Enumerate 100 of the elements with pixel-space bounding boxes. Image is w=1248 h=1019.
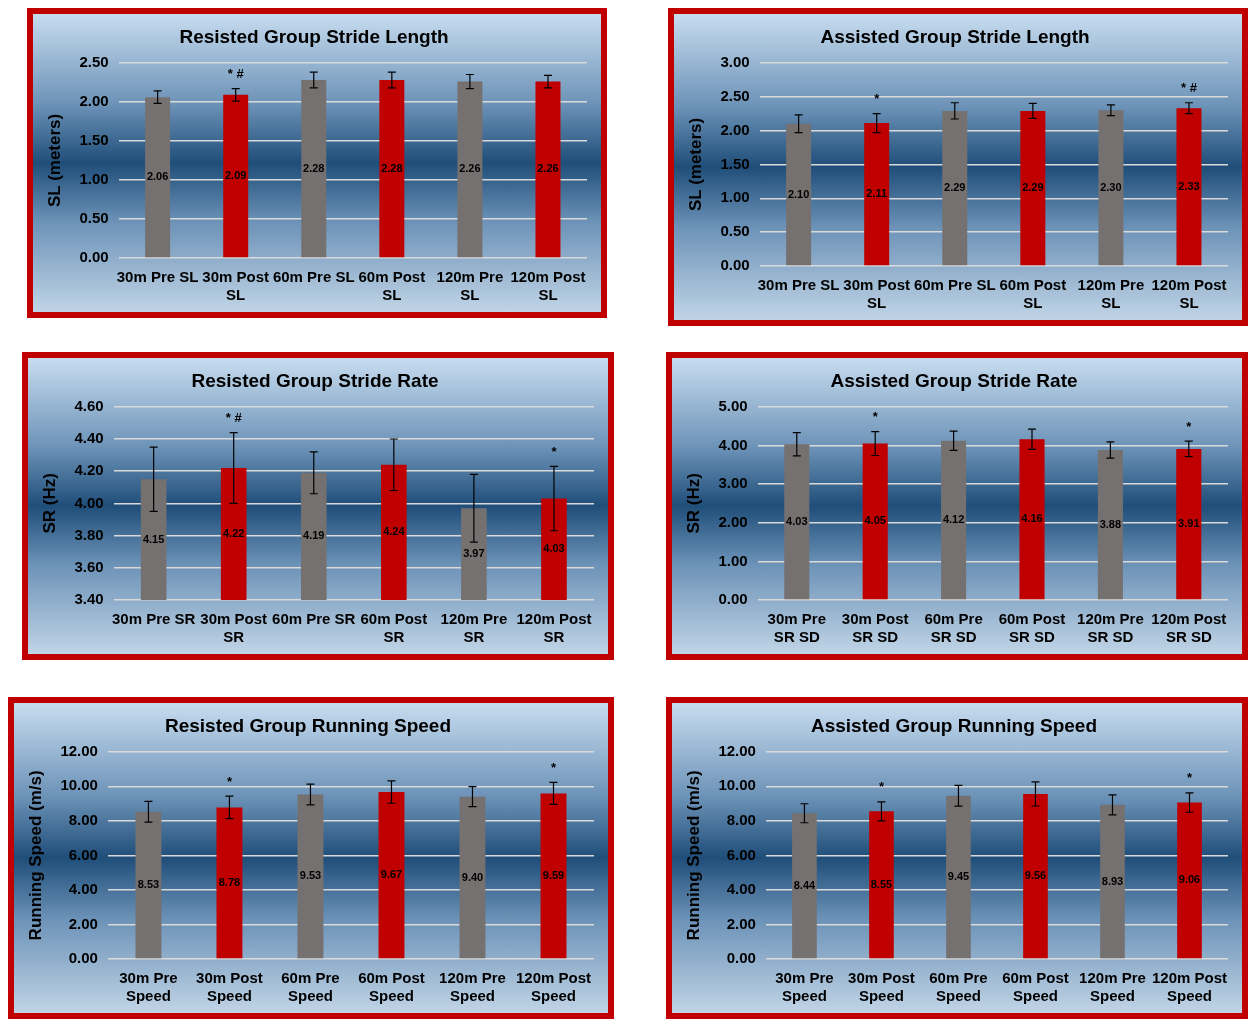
y-tick-label: 12.00: [60, 741, 98, 759]
data-label: 8.55: [870, 877, 893, 890]
x-tick-label: 120m Pre SL: [1077, 276, 1145, 312]
y-tick-label: 2.00: [726, 914, 756, 932]
chart-title: Resisted Group Stride Length: [179, 25, 449, 47]
annotation: *: [1186, 770, 1193, 786]
data-label: 9.40: [461, 870, 484, 883]
x-tick-label: 60m Pre SR SD: [924, 610, 983, 646]
y-tick-label: 2.50: [79, 52, 109, 70]
y-tick-label: 0.00: [68, 949, 98, 967]
data-label: 3.91: [1178, 517, 1200, 530]
data-label: 4.03: [786, 514, 808, 527]
y-tick-label: 4.00: [718, 435, 748, 453]
x-tick-label: 30m Pre Speed: [119, 969, 178, 1005]
x-tick-label: 120m Pre Speed: [439, 969, 506, 1005]
data-label: 8.44: [793, 878, 817, 891]
bar: [378, 792, 405, 959]
y-tick-label: 4.40: [74, 429, 104, 447]
bar: [459, 796, 486, 959]
x-tick-label: 60m Post Speed: [358, 969, 425, 1005]
y-tick-label: 1.00: [718, 551, 748, 569]
y-tick-label: 1.00: [79, 170, 109, 188]
y-tick-label: 3.80: [74, 525, 104, 543]
y-axis-title: SR (Hz): [39, 473, 59, 534]
x-tick-label: 120m Post SR: [516, 610, 592, 646]
y-tick-label: 3.40: [74, 590, 104, 608]
data-label: 2.28: [381, 161, 403, 174]
bar: [1020, 110, 1046, 266]
x-tick-label: 30m Post Speed: [848, 969, 915, 1005]
data-label: 2.28: [303, 161, 325, 174]
y-tick-label: 12.00: [718, 741, 756, 759]
y-tick-label: 3.60: [74, 557, 104, 575]
y-tick-label: 8.00: [68, 811, 98, 829]
data-label: 4.15: [142, 532, 165, 545]
y-tick-label: 3.00: [720, 52, 750, 70]
y-tick-label: 5.00: [718, 396, 748, 414]
annotation: *: [551, 443, 558, 459]
bar: [786, 123, 812, 266]
annotation: *: [550, 759, 557, 775]
x-tick-label: 120m Post SL: [1151, 276, 1227, 312]
x-tick-label: 120m Pre SR: [440, 610, 508, 646]
y-tick-label: 3.00: [718, 474, 748, 492]
annotation: * #: [227, 66, 245, 82]
data-label: 2.30: [1100, 180, 1122, 193]
x-tick-label: 60m Post SL: [358, 268, 426, 304]
y-tick-label: 0.50: [720, 222, 750, 240]
x-tick-label: 60m Pre SL: [272, 268, 355, 286]
data-label: 9.59: [542, 868, 565, 881]
x-tick-label: 120m Pre Speed: [1079, 969, 1146, 1005]
x-tick-label: 120m Post Speed: [1151, 969, 1228, 1005]
data-label: 3.97: [463, 547, 485, 560]
data-label: 4.03: [543, 542, 565, 555]
data-label: 2.26: [537, 162, 559, 175]
x-tick-label: 120m Post SL: [510, 268, 586, 304]
y-tick-label: 2.00: [720, 120, 750, 138]
x-tick-label: 60m Post SL: [999, 276, 1067, 312]
y-tick-label: 6.00: [68, 845, 98, 863]
data-label: 2.29: [1022, 181, 1044, 194]
y-tick-label: 2.00: [718, 512, 748, 530]
y-tick-label: 0.50: [79, 209, 109, 227]
data-label: 9.06: [1178, 873, 1201, 886]
data-label: 9.67: [380, 868, 403, 881]
x-tick-label: 120m Post Speed: [515, 969, 592, 1005]
y-tick-label: 1.50: [720, 154, 750, 172]
data-label: 4.19: [303, 529, 325, 542]
data-label: 2.11: [866, 187, 888, 200]
chart-title: Assisted Group Running Speed: [810, 714, 1098, 736]
x-tick-label: 60m Pre SL: [913, 276, 996, 294]
bar: [784, 444, 810, 600]
bar: [540, 793, 567, 959]
y-tick-label: 4.00: [74, 493, 104, 511]
y-tick-label: 10.00: [60, 776, 98, 794]
x-tick-label: 60m Post SR: [360, 610, 428, 646]
bar: [942, 110, 968, 266]
y-tick-label: 4.60: [74, 396, 104, 414]
y-tick-label: 2.00: [79, 91, 109, 109]
y-axis-title: Running Speed (m/s): [25, 770, 45, 941]
y-tick-label: 0.00: [79, 248, 109, 266]
annotation: * #: [225, 410, 243, 426]
data-label: 9.45: [947, 870, 970, 883]
data-label: 4.05: [864, 514, 886, 527]
data-label: 9.56: [1024, 869, 1047, 882]
y-tick-label: 8.00: [726, 811, 756, 829]
y-tick-label: 0.00: [726, 949, 756, 967]
x-tick-label: 30m Post SR: [200, 610, 268, 646]
x-tick-label: 120m Pre SR SD: [1077, 610, 1144, 646]
annotation: *: [1186, 418, 1193, 434]
bar: [297, 794, 324, 959]
x-tick-label: 30m Post SR SD: [841, 610, 909, 646]
x-tick-label: 60m Post SR SD: [998, 610, 1066, 646]
data-label: 2.26: [459, 162, 481, 175]
x-tick-label: 30m Pre SR: [111, 610, 196, 628]
chart-title: Resisted Group Running Speed: [164, 714, 452, 736]
x-tick-label: 60m Pre Speed: [281, 969, 340, 1005]
y-tick-label: 0.00: [718, 590, 748, 608]
x-tick-label: 30m Pre SL: [116, 268, 199, 286]
y-tick-label: 2.00: [68, 914, 98, 932]
y-axis-title: SL (meters): [685, 117, 705, 212]
bar: [1176, 448, 1202, 600]
data-label: 3.88: [1099, 517, 1122, 530]
